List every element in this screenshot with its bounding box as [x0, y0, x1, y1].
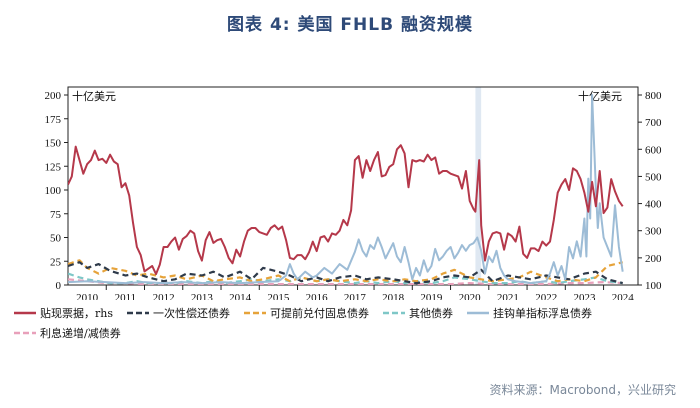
- x-tick-label: 2022: [535, 292, 557, 300]
- x-tick-label: 2018: [382, 292, 405, 300]
- x-tick-label: 2023: [573, 292, 596, 300]
- legend-label: 利息递增/减债券: [40, 327, 121, 340]
- series-line-4: [68, 94, 624, 285]
- left-tick-label: 200: [45, 90, 62, 102]
- series-line-2: [68, 259, 623, 283]
- legend-item-callable-fixed: 可提前兑付固息债券: [244, 305, 369, 321]
- right-axis-unit: 十亿美元: [578, 90, 622, 103]
- x-tick-label: 2015: [267, 292, 290, 300]
- legend-item-floating-single-index: 挂钩单指标浮息债券: [467, 305, 592, 321]
- left-tick-label: 50: [50, 233, 62, 245]
- right-tick-label: 200: [645, 253, 662, 265]
- x-tick-label: 2010: [76, 292, 99, 300]
- legend-swatch: [383, 311, 405, 315]
- right-tick-label: 500: [645, 171, 662, 183]
- x-tick-label: 2013: [191, 292, 214, 300]
- legend-label: 一次性偿还债券: [153, 307, 230, 320]
- legend-item-bullet-bonds: 一次性偿还债券: [127, 305, 230, 321]
- left-tick-label: 0: [56, 280, 62, 292]
- legend-item-other-bonds: 其他债券: [383, 305, 453, 321]
- legend-label: 其他债券: [409, 307, 453, 320]
- right-tick-label: 600: [645, 144, 662, 156]
- x-tick-label: 2011: [115, 292, 137, 300]
- legend-item-step-up-down: 利息递增/减债券: [14, 325, 121, 341]
- series-line-0: [68, 144, 624, 276]
- left-tick-label: 175: [45, 114, 62, 126]
- legend-swatch: [467, 311, 489, 315]
- right-tick-label: 400: [645, 199, 662, 211]
- legend-row-1: 贴现票据，rhs 一次性偿还债券 可提前兑付固息债券 其他债券 挂钩单指标浮息债…: [14, 303, 694, 323]
- series-line-1: [68, 261, 623, 285]
- left-axis-unit: 十亿美元: [72, 90, 116, 103]
- x-tick-label: 2019: [420, 292, 443, 300]
- left-tick-label: 125: [45, 161, 62, 173]
- right-tick-label: 800: [645, 90, 662, 102]
- legend-swatch: [127, 311, 149, 315]
- x-tick-label: 2020: [459, 292, 482, 300]
- chart-legend: 贴现票据，rhs 一次性偿还债券 可提前兑付固息债券 其他债券 挂钩单指标浮息债…: [14, 303, 694, 343]
- source-note: 资料来源：Macrobond，兴业研究: [489, 383, 677, 397]
- legend-row-2: 利息递增/减债券: [14, 323, 694, 343]
- legend-label: 贴现票据，rhs: [40, 307, 113, 320]
- left-tick-label: 25: [50, 256, 62, 268]
- legend-swatch: [244, 311, 266, 315]
- legend-label: 可提前兑付固息债券: [270, 307, 369, 320]
- left-tick-label: 100: [45, 185, 62, 197]
- x-tick-label: 2016: [306, 292, 329, 300]
- right-tick-label: 300: [645, 226, 662, 238]
- left-tick-label: 150: [45, 138, 62, 150]
- legend-label: 挂钩单指标浮息债券: [493, 307, 592, 320]
- chart-title: 图表 4: 美国 FHLB 融资规模: [227, 15, 473, 35]
- legend-swatch: [14, 331, 36, 335]
- x-tick-label: 2014: [229, 292, 252, 300]
- x-tick-label: 2021: [497, 292, 519, 300]
- right-tick-label: 700: [645, 117, 662, 129]
- x-tick-label: 2017: [344, 292, 367, 300]
- x-tick-label: 2012: [153, 292, 175, 300]
- right-tick-label: 100: [645, 280, 662, 292]
- legend-swatch: [14, 311, 36, 315]
- legend-item-discount-notes: 贴现票据，rhs: [14, 305, 113, 321]
- x-tick-label: 2024: [612, 292, 635, 300]
- fhlb-funding-chart: 0 25 50 75 100 125 150 175 200 100 200 300 400 500 600…: [45, 86, 662, 300]
- left-tick-label: 75: [50, 209, 62, 221]
